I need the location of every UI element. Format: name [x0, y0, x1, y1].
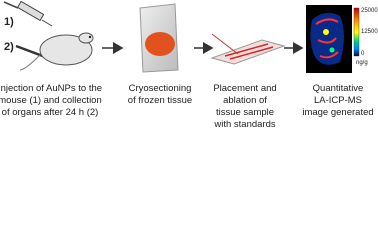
- ms-image: [306, 5, 360, 73]
- workflow-diagram: 1) 2) Injection of AuNPs to the mouse (1…: [0, 0, 378, 130]
- step-label: mouse (1) and collection: [0, 95, 102, 106]
- step-label: image generated: [302, 107, 373, 118]
- colorbar-label: 25000: [361, 8, 378, 14]
- glass-slide: [210, 33, 286, 65]
- step-label: of organs after 24 h (2): [2, 107, 99, 118]
- step-label: LA-ICP-MS: [314, 95, 362, 106]
- colorbar-unit: ng/g: [356, 60, 368, 66]
- step-label: of frozen tissue: [128, 95, 192, 106]
- step-marker: 1): [4, 16, 14, 28]
- step-label: Placement and: [213, 83, 276, 94]
- step-label: ablation of: [223, 95, 267, 106]
- page: 1) 2) Injection of AuNPs to the mouse (1…: [0, 0, 378, 131]
- frozen-tissue-block: [139, 3, 179, 73]
- mouse-illustration: [3, 0, 94, 71]
- step-marker: 2): [4, 41, 14, 53]
- colorbar-label: 0: [361, 51, 365, 57]
- colorbar-label: 12500: [361, 29, 378, 35]
- step-label: Cryosectioning: [129, 83, 192, 94]
- step-label: Quantitative: [313, 83, 364, 94]
- step-label: tissue sample: [216, 107, 274, 118]
- step-label: with standards: [213, 119, 276, 130]
- step-label: Injection of AuNPs to the: [0, 83, 102, 94]
